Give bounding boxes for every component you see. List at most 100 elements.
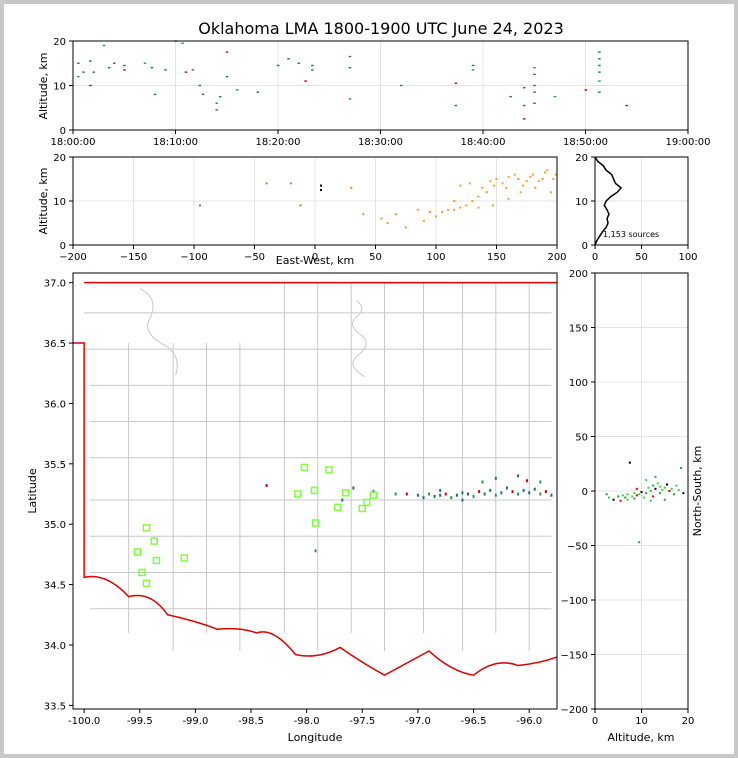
- source-point: [633, 492, 636, 495]
- source-point: [472, 494, 475, 498]
- source-point: [77, 75, 80, 78]
- source-point: [480, 186, 483, 189]
- source-point: [517, 492, 520, 496]
- source-point: [626, 498, 629, 501]
- source-point: [638, 493, 641, 496]
- altitude-axis-tick-label: 20: [53, 37, 66, 48]
- altitude-axis-tick-label: 0: [60, 241, 66, 252]
- source-point: [509, 95, 512, 98]
- lma-station-marker: [325, 466, 333, 474]
- source-point: [350, 186, 353, 189]
- source-point: [428, 492, 431, 496]
- source-point: [311, 64, 314, 67]
- longitude-axis-tick-label: -99.0: [182, 716, 208, 727]
- longitude-axis-tick-label: -98.5: [238, 716, 264, 727]
- altitude-axis-tick-label: 0: [592, 716, 598, 727]
- source-point: [549, 191, 552, 194]
- lma-station-marker: [341, 489, 350, 497]
- source-point: [416, 208, 419, 211]
- source-point: [612, 498, 615, 501]
- source-point: [656, 482, 659, 485]
- river-boundary: [352, 300, 367, 378]
- altitude-axis-tick-label: 10: [575, 197, 588, 208]
- source-point: [645, 492, 648, 495]
- source-point: [491, 204, 494, 207]
- source-point: [400, 84, 403, 87]
- source-point: [494, 476, 497, 480]
- source-point: [154, 93, 157, 96]
- histogram-line: [594, 156, 623, 246]
- source-point: [668, 490, 671, 492]
- source-point: [201, 93, 205, 96]
- source-point: [113, 62, 116, 64]
- source-point: [529, 175, 532, 178]
- source-point: [494, 493, 497, 497]
- source-point: [478, 490, 481, 494]
- lma-station-marker: [310, 486, 319, 495]
- source-point: [468, 182, 471, 185]
- source-point: [215, 102, 218, 104]
- source-point: [670, 487, 673, 490]
- histogram-panel: 0 50 100 0 10 20 1,153 sources: [575, 153, 697, 263]
- time-axis-tick-label: 18:30:00: [358, 137, 403, 148]
- source-point: [489, 180, 492, 183]
- source-point: [550, 493, 553, 497]
- source-point: [631, 495, 634, 498]
- source-point: [519, 191, 522, 194]
- east-west-axis-tick-label: 200: [547, 252, 566, 263]
- longitude-axis-tick-label: -99.5: [127, 716, 153, 727]
- north-south-tick-label: 200: [569, 269, 588, 280]
- source-point: [348, 55, 352, 58]
- source-point: [511, 490, 514, 494]
- source-point: [311, 69, 314, 71]
- source-point: [362, 213, 365, 216]
- source-point: [236, 89, 239, 91]
- lma-station-marker: [142, 524, 151, 532]
- east-west-axis-tick-label: −100: [180, 252, 207, 263]
- lma-station-marker: [311, 519, 320, 527]
- source-point: [483, 492, 486, 496]
- source-point: [522, 488, 525, 492]
- source-point: [552, 178, 555, 180]
- source-point: [642, 496, 645, 499]
- source-point: [184, 71, 188, 73]
- north-south-tick-label: −100: [561, 596, 588, 607]
- source-point: [444, 492, 447, 496]
- river-boundary: [139, 288, 178, 375]
- north-south-tick-label: −200: [561, 705, 588, 716]
- source-point: [617, 495, 620, 498]
- source-point: [348, 67, 352, 69]
- source-point: [677, 488, 680, 491]
- source-point: [659, 492, 662, 495]
- north-south-tick-label: 0: [582, 487, 588, 498]
- source-point: [215, 109, 218, 111]
- x-axis-label: East-West, km: [276, 254, 354, 267]
- source-point: [225, 51, 229, 53]
- lma-station-marker: [294, 490, 302, 498]
- y-axis-label: Altitude, km: [37, 52, 50, 119]
- latitude-axis-tick-label: 35.0: [44, 520, 66, 531]
- source-point: [441, 211, 444, 213]
- source-point: [680, 467, 683, 470]
- source-point: [422, 219, 425, 222]
- lma-station-marker: [180, 554, 189, 562]
- source-point: [501, 182, 504, 185]
- source-point: [256, 91, 259, 93]
- source-point: [598, 91, 601, 93]
- latitude-axis-tick-label: 34.0: [44, 641, 66, 652]
- lma-station-marker: [369, 491, 378, 499]
- source-point: [546, 169, 549, 172]
- source-point: [522, 184, 525, 187]
- longitude-axis-tick-label: -100.0: [68, 716, 100, 727]
- source-point: [433, 494, 436, 498]
- source-point: [107, 67, 111, 69]
- source-point: [428, 211, 431, 213]
- source-point: [225, 75, 229, 78]
- time-axis-tick-label: 18:00:00: [51, 137, 96, 148]
- source-point: [405, 492, 408, 496]
- source-point: [465, 204, 468, 207]
- source-point: [649, 490, 652, 492]
- east-west-axis-tick-label: 50: [369, 252, 382, 263]
- source-point: [150, 67, 154, 69]
